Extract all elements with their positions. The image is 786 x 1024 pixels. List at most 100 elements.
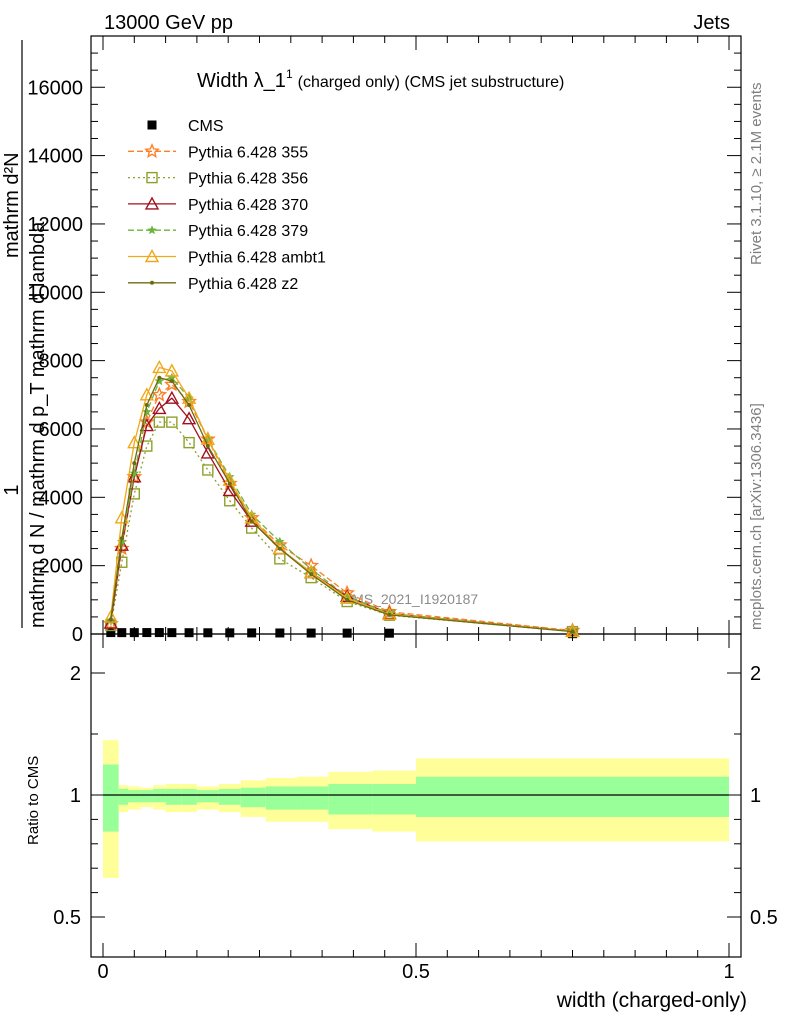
legend-label-pythia-6-428-ambt1: Pythia 6.428 ambt1 bbox=[188, 250, 326, 267]
legend-marker-pythia-6-428-355 bbox=[144, 142, 160, 159]
data-point-cms bbox=[117, 628, 127, 638]
data-point-cms bbox=[306, 628, 316, 638]
data-point-pythia-6-428-ambt1 bbox=[103, 609, 119, 623]
data-point-pythia-6-428-z2 bbox=[227, 481, 232, 486]
data-point-pythia-6-428-z2 bbox=[119, 536, 124, 541]
data-point-pythia-6-428-z2 bbox=[144, 403, 149, 408]
data-point-pythia-6-428-356 bbox=[274, 553, 286, 565]
data-point-pythia-6-428-356 bbox=[183, 436, 195, 449]
y-tick-label: 6000 bbox=[39, 419, 84, 441]
data-point-cms bbox=[203, 628, 213, 638]
data-point-pythia-6-428-z2 bbox=[249, 519, 254, 524]
data-point-pythia-6-428-355 bbox=[151, 386, 168, 402]
ratio-bands bbox=[103, 740, 729, 878]
data-point-cms bbox=[342, 628, 352, 638]
data-point-pythia-6-428-z2 bbox=[187, 403, 192, 408]
header-right: Jets bbox=[693, 12, 730, 34]
legend-label-cms: CMS bbox=[188, 118, 224, 135]
y-tick-label: 12000 bbox=[27, 214, 83, 236]
y-tick-label: 8000 bbox=[39, 351, 84, 373]
legend-marker-pythia-6-428-z2 bbox=[150, 280, 154, 285]
data-point-pythia-6-428-ambt1 bbox=[127, 435, 142, 449]
ratio-inner-band bbox=[240, 787, 266, 808]
mcplots-label: mcplots.cern.ch [arXiv:1306.3436] bbox=[748, 403, 765, 630]
ratio-y-tick-label-right: 2 bbox=[750, 663, 761, 685]
data-point-pythia-6-428-379 bbox=[129, 468, 140, 478]
ratio-inner-band bbox=[165, 788, 182, 805]
legend-label-pythia-6-428-370: Pythia 6.428 370 bbox=[188, 197, 308, 214]
legend-marker-pythia-6-428-356 bbox=[146, 171, 158, 184]
ratio-inner-band bbox=[416, 776, 729, 817]
legend-label-pythia-6-428-z2: Pythia 6.428 z2 bbox=[188, 276, 298, 293]
main-plot-content: 0 2000 4000 6000 8000 10000 12000 14000 16000 bbox=[27, 36, 741, 646]
data-point-pythia-6-428-z2 bbox=[387, 612, 392, 617]
data-point-pythia-6-428-ambt1 bbox=[152, 360, 167, 374]
data-point-cms bbox=[225, 628, 235, 638]
data-point-pythia-6-428-z2 bbox=[277, 546, 282, 551]
ratio-plot-panel bbox=[90, 633, 742, 958]
ylabel-numerator2: mathrm d²N bbox=[1, 152, 23, 258]
ratio-y-tick-label-left: 1 bbox=[70, 785, 81, 807]
ratio-inner-band bbox=[372, 784, 416, 815]
ratio-inner-band bbox=[153, 788, 166, 803]
ylabel-ratio: Ratio to CMS bbox=[25, 756, 42, 845]
plot-title-main: Width λ_1 bbox=[197, 70, 286, 92]
series-line-pythia-6-428-370 bbox=[110, 397, 573, 632]
legend: CMS Pythia 6.428 355 Pythia 6.428 356 Pythi… bbox=[128, 118, 326, 293]
data-point-pythia-6-428-z2 bbox=[132, 461, 137, 466]
ratio-y-tick-label-right: 0.5 bbox=[750, 907, 778, 929]
analysis-id: CMS_2021_I1920187 bbox=[342, 591, 478, 607]
data-point-pythia-6-428-370 bbox=[164, 390, 180, 404]
legend-marker-pythia-6-428-370 bbox=[144, 196, 160, 210]
ratio-inner-band bbox=[218, 788, 241, 805]
ratio-inner-band bbox=[181, 788, 197, 805]
y-tick-label: 2000 bbox=[39, 556, 84, 578]
data-point-pythia-6-428-z2 bbox=[169, 379, 174, 384]
ratio-inner-band bbox=[196, 790, 219, 803]
ratio-inner-band bbox=[140, 790, 154, 803]
data-point-cms bbox=[184, 628, 194, 638]
series-line-pythia-6-428-ambt1 bbox=[110, 366, 573, 632]
y-tick-label: 16000 bbox=[27, 77, 83, 99]
data-point-pythia-6-428-z2 bbox=[345, 597, 350, 602]
data-point-pythia-6-428-379 bbox=[167, 372, 177, 382]
ratio-plot-content: 0.5 0.5 1 1 2 2 0 0.5 1 bbox=[53, 634, 778, 983]
data-point-pythia-6-428-z2 bbox=[157, 375, 162, 380]
data-point-cms bbox=[142, 628, 152, 638]
data-point-cms bbox=[129, 628, 139, 638]
header-left: 13000 GeV pp bbox=[104, 12, 233, 34]
data-point-pythia-6-428-356 bbox=[166, 416, 178, 428]
data-point-pythia-6-428-z2 bbox=[108, 617, 113, 622]
data-point-pythia-6-428-z2 bbox=[309, 572, 314, 577]
data-point-pythia-6-428-370 bbox=[152, 401, 167, 415]
y-tick-label: 10000 bbox=[27, 282, 83, 304]
rivet-label: Rivet 3.1.10, ≥ 2.1M events bbox=[748, 83, 765, 266]
data-point-pythia-6-428-370 bbox=[181, 411, 197, 425]
data-point-cms bbox=[167, 628, 177, 638]
y-tick-label: 4000 bbox=[39, 487, 84, 509]
data-point-pythia-6-428-ambt1 bbox=[272, 541, 288, 555]
x-tick-label: 1 bbox=[723, 961, 734, 983]
data-point-cms bbox=[154, 628, 164, 638]
data-point-pythia-6-428-356 bbox=[202, 464, 214, 476]
data-point-cms bbox=[106, 628, 116, 638]
legend-label-pythia-6-428-379: Pythia 6.428 379 bbox=[188, 223, 308, 240]
ratio-inner-band bbox=[265, 786, 298, 810]
y-tick-label: 14000 bbox=[27, 146, 83, 168]
ylabel-numerator: 1 bbox=[1, 484, 23, 495]
legend-marker-cms bbox=[147, 120, 157, 130]
ratio-inner-band bbox=[128, 790, 141, 803]
data-point-cms bbox=[247, 628, 257, 638]
ratio-y-tick-label-left: 2 bbox=[70, 663, 81, 685]
y-tick-label: 0 bbox=[72, 624, 83, 646]
data-point-pythia-6-428-370 bbox=[127, 469, 142, 483]
data-point-cms bbox=[384, 628, 394, 638]
data-point-pythia-6-428-ambt1 bbox=[139, 387, 154, 401]
x-tick-label: 0 bbox=[97, 961, 108, 983]
data-point-pythia-6-428-z2 bbox=[570, 629, 575, 634]
legend-marker-pythia-6-428-379 bbox=[147, 225, 157, 235]
data-point-pythia-6-428-z2 bbox=[205, 444, 210, 449]
plot-title-sup: 1 bbox=[286, 67, 293, 81]
data-point-pythia-6-428-356 bbox=[153, 416, 166, 428]
